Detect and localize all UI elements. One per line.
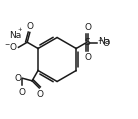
Text: $^{-}$O: $^{-}$O bbox=[4, 41, 18, 52]
Text: O: O bbox=[84, 53, 91, 62]
Text: O: O bbox=[19, 88, 26, 97]
Text: O: O bbox=[36, 90, 43, 99]
Text: O: O bbox=[15, 74, 22, 83]
Text: O: O bbox=[27, 22, 34, 31]
Text: Na: Na bbox=[98, 37, 110, 46]
Text: S: S bbox=[84, 38, 90, 47]
Text: O: O bbox=[84, 23, 91, 32]
Text: $^{+}$: $^{+}$ bbox=[17, 26, 23, 35]
Text: $^{-}$O: $^{-}$O bbox=[97, 37, 111, 48]
Text: Na: Na bbox=[9, 31, 21, 40]
